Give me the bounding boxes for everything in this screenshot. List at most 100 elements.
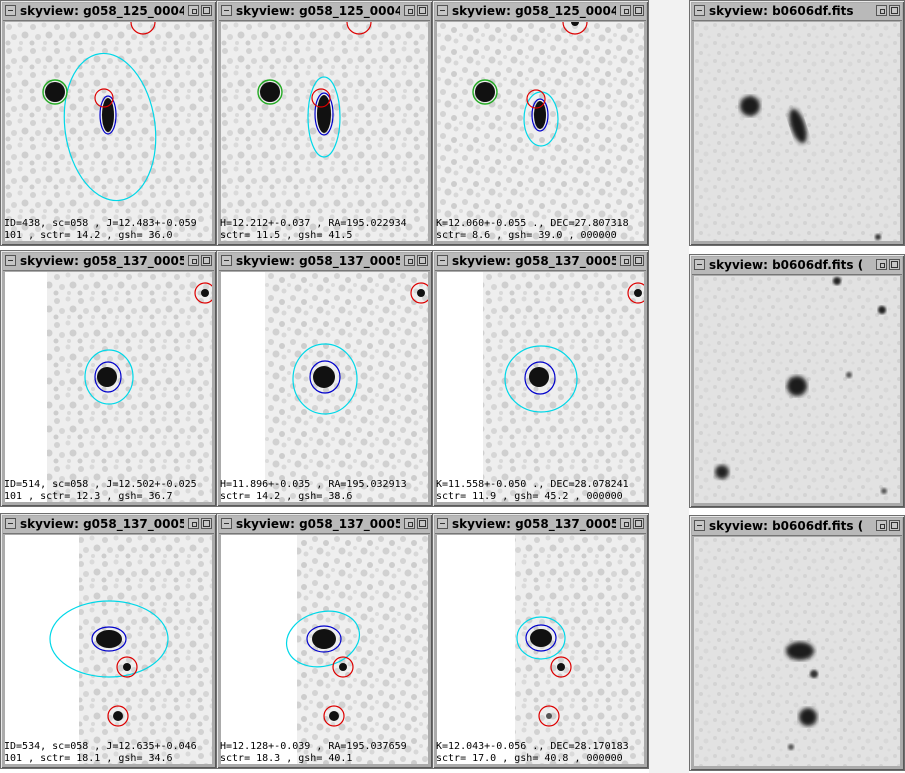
neighbor-marker	[550, 656, 572, 678]
info-line: K=11.558+-0.050 ., DEC=28.078241	[436, 479, 629, 490]
skyview-window-j-2[interactable]: skyview: g058_137_0005 ID=514, sc=058 , …	[0, 250, 217, 507]
window-menu-button[interactable]	[694, 259, 705, 270]
maximize-button[interactable]	[417, 518, 428, 529]
skyview-window-j-1[interactable]: skyview: g058_125_0004 ID=438, sc=058 , …	[0, 0, 217, 246]
minimize-button[interactable]	[620, 5, 631, 16]
title-bar[interactable]: skyview: b0606df.fits (	[692, 257, 902, 275]
image-canvas[interactable]	[5, 22, 212, 241]
skyview-window-h-2[interactable]: skyview: g058_137_0005 H=11.896+-0.035 ,…	[216, 250, 433, 507]
maximize-button[interactable]	[417, 255, 428, 266]
source-marker	[309, 360, 341, 394]
reference-star-marker	[472, 79, 498, 105]
window-title: skyview: g058_137_0005	[20, 517, 184, 531]
title-bar[interactable]: skyview: g058_125_0004	[435, 3, 646, 21]
skyview-window-k-2[interactable]: skyview: g058_137_0005 K=11.558+-0.050 .…	[432, 250, 649, 507]
minimize-button[interactable]	[188, 5, 199, 16]
window-menu-button[interactable]	[694, 5, 705, 16]
image-canvas[interactable]	[694, 22, 900, 241]
skyview-window-h-1[interactable]: skyview: g058_125_0004 H=12.212+-0.037 ,…	[216, 0, 433, 246]
window-menu-button[interactable]	[5, 518, 16, 529]
minimize-button[interactable]	[620, 518, 631, 529]
window-menu-button[interactable]	[221, 518, 232, 529]
skyview-window-reference-3[interactable]: skyview: b0606df.fits (	[689, 515, 905, 771]
minimize-button[interactable]	[876, 5, 887, 16]
source-info: ID=534, sc=058 , J=12.635+-0.046 101 , sc…	[4, 741, 216, 765]
maximize-button[interactable]	[633, 5, 644, 16]
source-info: ID=514, sc=058 , J=12.502+-0.025 101 , sc…	[4, 479, 216, 503]
image-canvas[interactable]	[221, 272, 428, 502]
minimize-button[interactable]	[188, 518, 199, 529]
title-bar[interactable]: skyview: g058_137_0005	[219, 253, 430, 271]
title-bar[interactable]: skyview: b0606df.fits	[692, 3, 902, 21]
minimize-button[interactable]	[620, 255, 631, 266]
sky-image	[437, 22, 644, 241]
window-menu-button[interactable]	[437, 255, 448, 266]
window-menu-button[interactable]	[5, 255, 16, 266]
window-title: skyview: g058_137_0005	[20, 254, 184, 268]
aperture-ellipse	[292, 343, 358, 415]
reference-star-marker	[42, 79, 68, 105]
source-info: ID=438, sc=058 , J=12.483+-0.059 101 , sc…	[4, 218, 216, 242]
source-info: K=11.558+-0.050 ., DEC=28.078241 sctr= 11…	[436, 479, 648, 503]
info-line: K=12.043+-0.056 ., DEC=28.170183	[436, 741, 629, 752]
maximize-button[interactable]	[201, 255, 212, 266]
skyview-window-k-3[interactable]: skyview: g058_137_0005 K=12.043+-0.056 .…	[432, 513, 649, 769]
minimize-button[interactable]	[876, 520, 887, 531]
minimize-button[interactable]	[404, 518, 415, 529]
info-line: ID=514, sc=058 , J=12.502+-0.025	[4, 479, 197, 490]
maximize-button[interactable]	[889, 259, 900, 270]
skyview-window-k-1[interactable]: skyview: g058_125_0004 K=12.060+-0.055 .…	[432, 0, 649, 246]
image-canvas[interactable]	[437, 22, 644, 241]
title-bar[interactable]: skyview: g058_125_0004	[3, 3, 214, 21]
skyview-window-reference-2[interactable]: skyview: b0606df.fits (	[689, 254, 905, 508]
minimize-button[interactable]	[188, 255, 199, 266]
image-canvas[interactable]	[437, 535, 644, 764]
minimize-button[interactable]	[404, 255, 415, 266]
title-bar[interactable]: skyview: g058_137_0005	[219, 516, 430, 534]
maximize-button[interactable]	[417, 5, 428, 16]
image-canvas[interactable]	[221, 535, 428, 764]
window-title: skyview: g058_137_0005	[452, 517, 616, 531]
desktop-background	[649, 0, 689, 773]
window-menu-button[interactable]	[221, 255, 232, 266]
neighbor-marker	[107, 705, 129, 727]
image-canvas[interactable]	[694, 537, 900, 766]
maximize-button[interactable]	[201, 5, 212, 16]
window-menu-button[interactable]	[437, 518, 448, 529]
image-canvas[interactable]	[694, 276, 900, 503]
sky-image	[515, 535, 644, 764]
title-bar[interactable]: skyview: g058_137_0005	[3, 516, 214, 534]
window-menu-button[interactable]	[221, 5, 232, 16]
window-menu-button[interactable]	[5, 5, 16, 16]
title-bar[interactable]: skyview: b0606df.fits (	[692, 518, 902, 536]
maximize-button[interactable]	[889, 520, 900, 531]
maximize-button[interactable]	[633, 255, 644, 266]
minimize-button[interactable]	[876, 259, 887, 270]
info-line: sctr= 14.2 , gsh= 38.6	[220, 491, 353, 502]
maximize-button[interactable]	[633, 518, 644, 529]
window-menu-button[interactable]	[437, 5, 448, 16]
title-bar[interactable]: skyview: g058_137_0005	[435, 516, 646, 534]
title-bar[interactable]: skyview: g058_137_0005	[3, 253, 214, 271]
sky-image	[5, 22, 212, 241]
image-canvas[interactable]	[437, 272, 644, 502]
maximize-button[interactable]	[889, 5, 900, 16]
aperture-ellipse	[516, 616, 566, 660]
maximize-button[interactable]	[201, 518, 212, 529]
image-canvas[interactable]	[5, 535, 212, 764]
source-marker	[99, 95, 117, 135]
skyview-window-j-3[interactable]: skyview: g058_137_0005 ID=534, sc=058 , …	[0, 513, 217, 769]
info-line: K=12.060+-0.055 ., DEC=27.807318	[436, 218, 629, 229]
image-canvas[interactable]	[221, 22, 428, 241]
skyview-window-h-3[interactable]: skyview: g058_137_0005 H=12.128+-0.039 ,…	[216, 513, 433, 769]
source-marker	[524, 361, 556, 395]
info-line: H=12.128+-0.039 , RA=195.037659	[220, 741, 407, 752]
title-bar[interactable]: skyview: g058_125_0004	[219, 3, 430, 21]
skyview-window-reference-1[interactable]: skyview: b0606df.fits	[689, 0, 905, 246]
image-canvas[interactable]	[5, 272, 212, 502]
info-line: sctr= 18.3 , gsh= 40.1	[220, 753, 353, 764]
minimize-button[interactable]	[404, 5, 415, 16]
window-menu-button[interactable]	[694, 520, 705, 531]
title-bar[interactable]: skyview: g058_137_0005	[435, 253, 646, 271]
aperture-ellipse	[504, 345, 578, 413]
